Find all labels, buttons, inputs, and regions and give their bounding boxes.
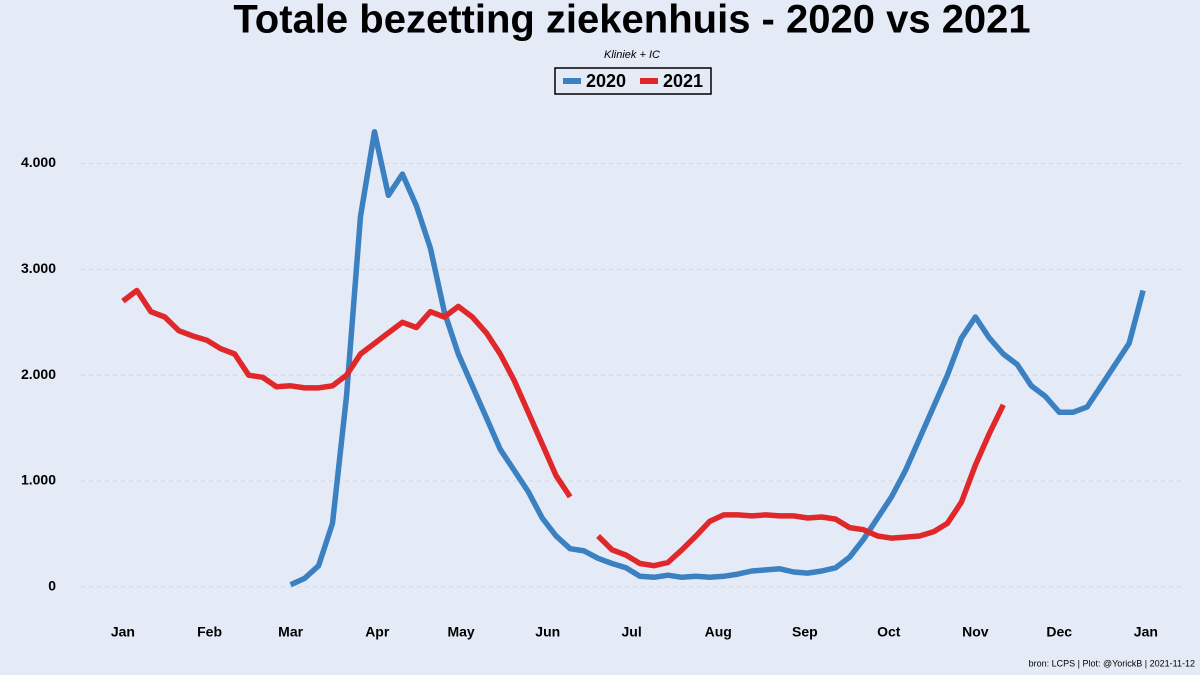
y-tick-label: 2.000 <box>21 366 56 382</box>
legend-label: 2021 <box>663 71 703 91</box>
y-tick-label: 4.000 <box>21 154 56 170</box>
y-tick-label: 0 <box>48 578 56 594</box>
x-tick-label: Nov <box>962 624 989 640</box>
legend-box <box>554 67 712 95</box>
chart-title: Totale bezetting ziekenhuis - 2020 vs 20… <box>233 0 1030 42</box>
chart-subtitle: Kliniek + IC <box>604 49 660 61</box>
legend-label: 2020 <box>586 71 626 91</box>
x-tick-label: Sep <box>792 624 818 640</box>
x-tick-label: Oct <box>877 624 901 640</box>
y-tick-label: 1.000 <box>21 472 56 488</box>
x-tick-label: Jan <box>1134 624 1158 640</box>
series-line <box>289 129 1146 588</box>
x-tick-label: May <box>447 624 474 640</box>
y-tick-label: 3.000 <box>21 260 56 276</box>
x-tick-label: Jan <box>111 624 135 640</box>
x-tick-label: Apr <box>365 624 390 640</box>
x-tick-label: Jun <box>535 624 560 640</box>
x-tick-label: Aug <box>705 624 732 640</box>
x-tick-label: Dec <box>1046 624 1072 640</box>
x-tick-label: Jul <box>621 624 641 640</box>
x-tick-label: Mar <box>278 624 303 640</box>
source-note: bron: LCPS | Plot: @YorickB | 2021-11-12 <box>1029 658 1195 668</box>
x-tick-label: Feb <box>197 624 222 640</box>
series-line <box>121 287 1006 569</box>
